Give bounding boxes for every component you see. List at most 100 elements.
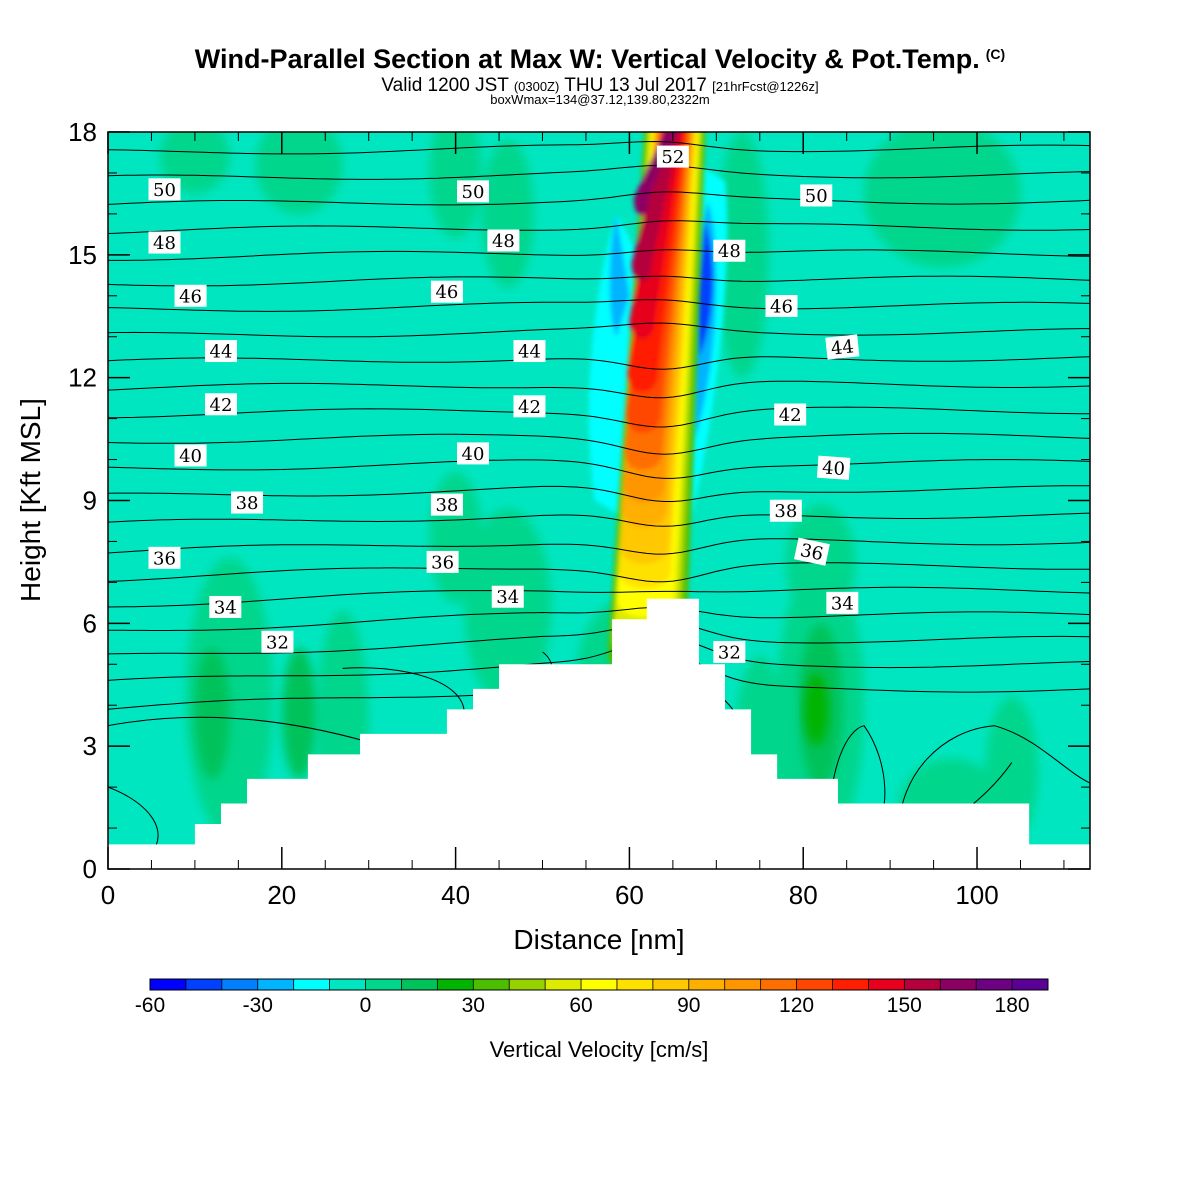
isentrope-line bbox=[108, 220, 1090, 234]
terrain-mask bbox=[108, 598, 1090, 869]
isentrope-line bbox=[108, 380, 1090, 399]
colorbar-swatch bbox=[545, 979, 582, 990]
contour-label-text: 44 bbox=[830, 336, 855, 359]
low-level-contour bbox=[898, 725, 1090, 833]
contour-label-box bbox=[769, 499, 802, 522]
contour-label-text: 38 bbox=[236, 493, 259, 514]
updraft-core bbox=[607, 132, 706, 675]
isentrope-line bbox=[108, 35, 1090, 48]
box-info: boxWmax=134@37.12,139.80,2322m bbox=[490, 92, 710, 107]
isentrope-line bbox=[108, 191, 1090, 206]
contour-label-text: 40 bbox=[179, 446, 202, 467]
copyright-mark: (C) bbox=[985, 46, 1006, 62]
x-tick-label: 0 bbox=[101, 880, 115, 910]
contour-label-box bbox=[148, 178, 181, 201]
x-tick-label: 40 bbox=[441, 880, 470, 910]
colorbar-swatch bbox=[688, 979, 726, 990]
contour-label-text: 50 bbox=[462, 182, 485, 203]
contour-label: 50 bbox=[800, 184, 833, 207]
contour-label-box bbox=[204, 393, 237, 416]
colorbar-label: 150 bbox=[887, 994, 922, 1017]
contour-label: 42 bbox=[513, 395, 546, 418]
colorbar-swatch bbox=[329, 979, 367, 990]
contour-label: 38 bbox=[430, 493, 463, 516]
contour-label-text: 48 bbox=[492, 231, 515, 252]
colorbar-swatch bbox=[904, 979, 941, 990]
contour-label-box bbox=[209, 595, 242, 618]
contour-label-box bbox=[765, 295, 798, 318]
chart-subtitle: Valid 1200 JST (0300Z) THU 13 Jul 2017 [… bbox=[0, 75, 1200, 97]
contour-label-box bbox=[204, 340, 237, 363]
contour-label-text: 40 bbox=[821, 457, 845, 480]
colorbar-label: 90 bbox=[677, 994, 700, 1017]
colorbar-swatch bbox=[293, 979, 331, 990]
x-tick-label: 60 bbox=[615, 880, 644, 910]
contour-label-text: 46 bbox=[770, 297, 793, 318]
contour-label: 46 bbox=[430, 280, 463, 303]
isentrope-line bbox=[108, 93, 1090, 103]
colorbar-label: 180 bbox=[995, 994, 1030, 1017]
contour-label: 36 bbox=[426, 550, 459, 573]
contour-label-box bbox=[793, 537, 830, 566]
moderate-updraft-patch bbox=[194, 647, 230, 780]
colorbar-swatch bbox=[221, 979, 259, 990]
contour-label-text: 42 bbox=[210, 395, 233, 416]
contour-label-text: 32 bbox=[718, 642, 741, 663]
colorbar-swatch bbox=[976, 979, 1013, 990]
isentrope-line bbox=[108, 140, 1090, 155]
contour-label-box bbox=[513, 395, 546, 418]
contour-label-box bbox=[456, 180, 489, 203]
contour-label-text: 44 bbox=[518, 342, 541, 363]
contour-label: 34 bbox=[491, 585, 524, 608]
contour-label: 48 bbox=[148, 231, 181, 254]
contour-label-text: 48 bbox=[153, 233, 176, 254]
isentrope-line bbox=[108, 249, 1090, 261]
contour-label: 40 bbox=[816, 455, 851, 480]
isentrope-line bbox=[108, 635, 1090, 681]
contour-label-box bbox=[656, 145, 689, 168]
y-tick-label: 15 bbox=[68, 240, 97, 270]
low-level-contour bbox=[342, 667, 465, 714]
contour-label-text: 34 bbox=[214, 597, 237, 618]
colorbar-swatch bbox=[185, 979, 223, 990]
y-tick-label: 0 bbox=[83, 854, 97, 884]
isentrope-line bbox=[108, 620, 1090, 655]
y-tick-label: 12 bbox=[68, 363, 97, 393]
contour-label-text: 36 bbox=[153, 548, 176, 569]
contour-label-text: 32 bbox=[266, 632, 289, 653]
isentrope-line bbox=[108, 406, 1090, 428]
colorbar-swatch bbox=[581, 979, 618, 990]
x-tick-label: 80 bbox=[789, 880, 818, 910]
x-tick-label: 20 bbox=[267, 880, 296, 910]
contour-label: 46 bbox=[174, 284, 207, 307]
colorbar-swatch bbox=[437, 979, 474, 990]
colorbar: -60 -30 0 30 60 90 120 150 180 bbox=[135, 978, 1049, 1017]
contour-label: 46 bbox=[765, 295, 798, 318]
contour-label-box bbox=[713, 640, 746, 663]
contour-label-text: 36 bbox=[798, 540, 825, 565]
valid-date: THU 13 Jul 2017 bbox=[564, 75, 707, 96]
y-tick-label: 9 bbox=[83, 486, 97, 516]
contour-label: 50 bbox=[456, 180, 489, 203]
contour-label-box bbox=[456, 442, 489, 465]
colorbar-swatch bbox=[401, 979, 438, 990]
chart-title: Wind-Parallel Section at Max W: Vertical… bbox=[0, 44, 1200, 75]
contour-label: 32 bbox=[261, 630, 294, 653]
contour-label-box bbox=[174, 284, 207, 307]
contour-label-box bbox=[825, 334, 860, 360]
isentrope-line bbox=[108, 432, 1090, 455]
contour-label: 40 bbox=[456, 442, 489, 465]
contour-label: 36 bbox=[148, 546, 181, 569]
weak-updraft-patch bbox=[481, 140, 534, 288]
contour-label-box bbox=[491, 585, 524, 608]
valid-utc: (0300Z) bbox=[513, 79, 560, 94]
isentrope-line bbox=[108, 118, 1090, 128]
colorbar-title: Vertical Velocity [cm/s] bbox=[490, 1037, 709, 1062]
weak-updraft-patch bbox=[160, 132, 230, 194]
colorbar-label: 120 bbox=[779, 994, 814, 1017]
contour-label-text: 44 bbox=[210, 342, 233, 363]
contour-label-box bbox=[430, 280, 463, 303]
valid-forecast: [21hrFcst@1226z] bbox=[712, 79, 819, 94]
